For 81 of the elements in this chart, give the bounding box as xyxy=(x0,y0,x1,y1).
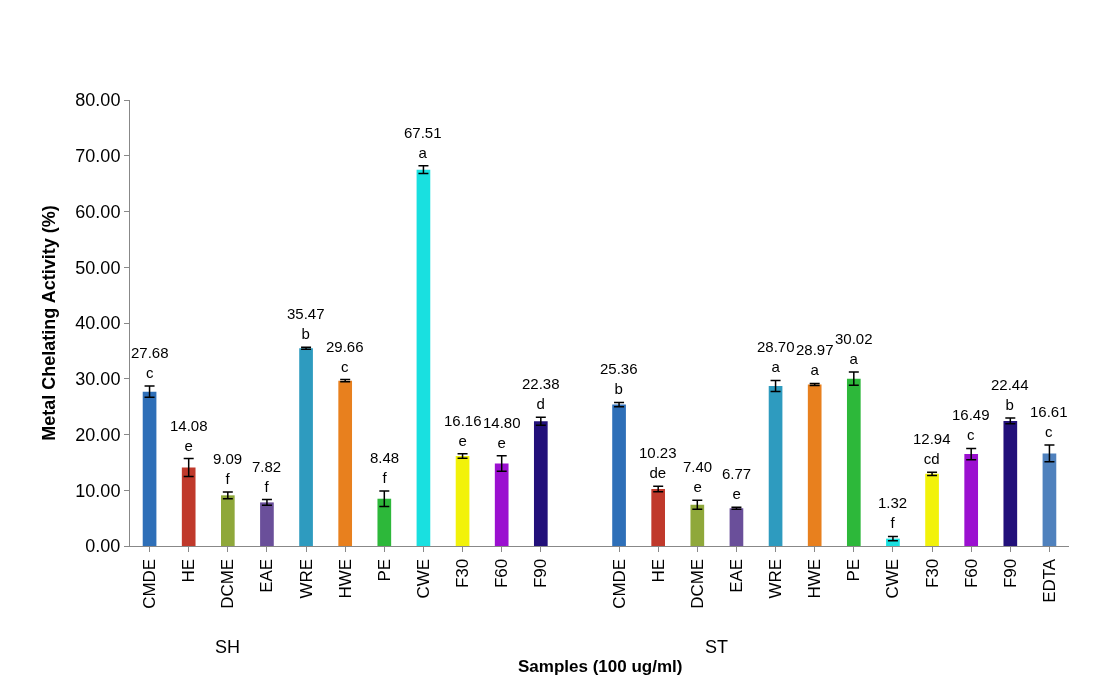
data-label: 27.68 c xyxy=(131,344,169,381)
bar xyxy=(455,455,470,546)
bar xyxy=(181,467,196,546)
y-tick-label: 50.00 xyxy=(75,257,121,278)
bar xyxy=(416,169,431,546)
bar xyxy=(142,391,157,546)
y-tick-label: 30.00 xyxy=(75,369,121,390)
bar xyxy=(964,454,979,546)
x-tick-label: EAE xyxy=(257,558,277,593)
x-tick-label: CMDE xyxy=(140,558,160,609)
data-label: 28.97 a xyxy=(796,341,834,378)
x-tick-label: CWE xyxy=(883,558,903,599)
data-label: 16.61 c xyxy=(1030,403,1068,440)
x-tick-label: WRE xyxy=(766,558,786,599)
bar xyxy=(807,384,822,546)
x-tick-label: WRE xyxy=(296,558,316,599)
y-tick-label: 60.00 xyxy=(75,201,121,222)
x-tick-label: CMDE xyxy=(609,558,629,609)
y-tick-label: 80.00 xyxy=(75,90,121,111)
bar xyxy=(494,463,509,546)
x-tick-label: PE xyxy=(374,558,394,582)
bar xyxy=(533,421,548,546)
x-tick-label: HE xyxy=(179,558,199,583)
text: SH xyxy=(215,637,241,657)
x-tick-label: EAE xyxy=(726,558,746,593)
x-tick-label: F90 xyxy=(1000,558,1020,589)
data-label: 25.36 b xyxy=(600,360,638,397)
bar xyxy=(651,488,666,546)
y-axis-title: Metal Chelating Activity (%) xyxy=(38,205,59,441)
data-label: 29.66 c xyxy=(326,338,364,375)
x-tick-label: DCME xyxy=(218,558,238,609)
x-tick-label: F60 xyxy=(492,558,512,589)
bar xyxy=(690,504,705,546)
y-tick-label: 10.00 xyxy=(75,480,121,501)
x-tick-label: F30 xyxy=(922,558,942,589)
bar xyxy=(377,498,392,546)
x-tick-label: CWE xyxy=(413,558,433,599)
data-label: 7.82 f xyxy=(252,458,282,495)
y-tick-label: 20.00 xyxy=(75,424,121,445)
data-label: 28.70 a xyxy=(757,338,795,375)
data-label: 67.51 a xyxy=(404,124,442,161)
x-tick-label: HE xyxy=(648,558,668,583)
bar xyxy=(729,508,744,546)
data-label: 35.47 b xyxy=(287,305,325,342)
bar xyxy=(925,473,939,546)
data-label: 30.02 a xyxy=(835,330,873,367)
data-label: 10.23 de xyxy=(639,444,677,481)
data-label: 8.48 f xyxy=(370,449,400,486)
data-label: 7.40 e xyxy=(683,458,713,495)
x-tick-label: F60 xyxy=(961,558,981,589)
data-label: 14.08 e xyxy=(170,417,208,454)
data-label: 16.16 e xyxy=(444,412,482,449)
data-label: 14.80 e xyxy=(483,414,521,451)
x-tick-label: EDTA xyxy=(1039,558,1059,603)
data-label: 16.49 c xyxy=(952,406,990,443)
bar xyxy=(768,386,783,546)
bar xyxy=(612,404,626,546)
bar xyxy=(260,502,274,546)
data-label: 9.09 f xyxy=(213,450,243,487)
y-tick-label: 40.00 xyxy=(75,313,121,334)
bar xyxy=(1042,453,1057,546)
bar xyxy=(846,378,861,546)
x-tick-label: PE xyxy=(844,558,864,582)
x-tick-label: DCME xyxy=(687,558,707,609)
y-tick-label: 70.00 xyxy=(75,146,121,167)
data-label: 22.44 b xyxy=(991,376,1029,413)
bar xyxy=(220,495,235,546)
data-label: 6.77 e xyxy=(722,465,752,502)
x-tick-label: HWE xyxy=(335,558,355,599)
bar xyxy=(299,348,313,546)
bar xyxy=(1003,420,1018,546)
data-label: 1.32 f xyxy=(878,494,908,531)
data-label: 22.38 d xyxy=(522,375,560,412)
y-tick-label: 0.00 xyxy=(85,536,121,557)
bar xyxy=(338,380,353,546)
x-tick-label: HWE xyxy=(805,558,825,599)
x-axis-title: Samples (100 ug/ml) xyxy=(518,657,683,676)
text: ST xyxy=(705,637,729,657)
x-tick-label: F90 xyxy=(531,558,551,589)
x-tick-label: F30 xyxy=(453,558,473,589)
data-label: 12.94 cd xyxy=(913,430,951,467)
